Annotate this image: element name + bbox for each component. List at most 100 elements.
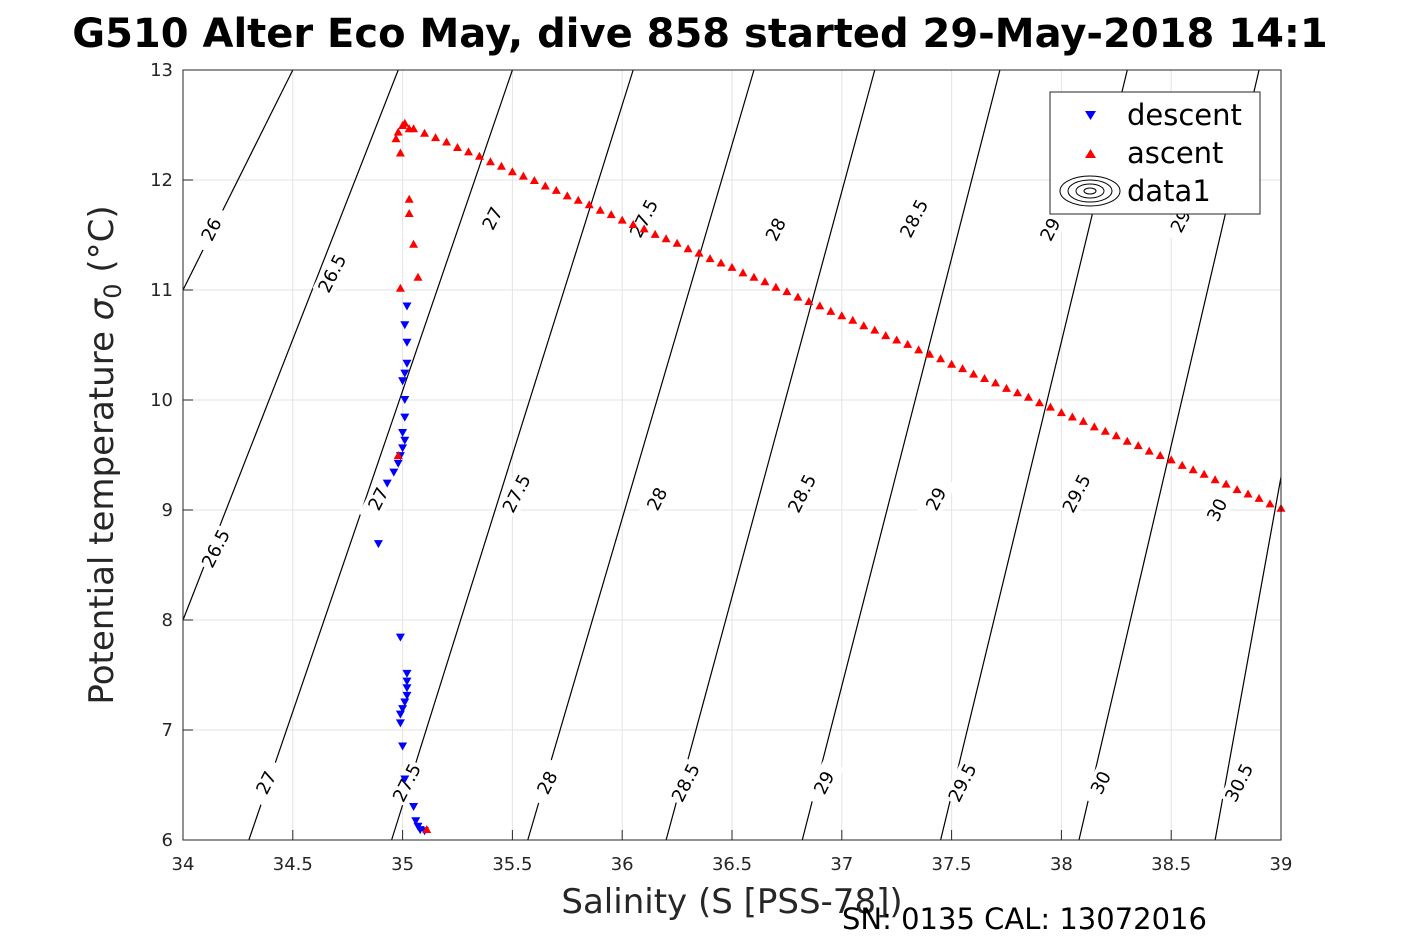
contour-label-bg [804,758,845,808]
ascent-point [683,244,693,253]
y-tick-label: 9 [162,500,173,521]
x-tick-label: 34.5 [273,854,313,875]
contour-label-bg [624,193,664,244]
y-tick-label: 12 [150,170,173,191]
ascent-point [1177,460,1187,469]
y-axis-label-sub: 0 [99,283,127,298]
contour-line-30.5 [1214,476,1282,841]
contour-label-bg [916,474,957,524]
ascent-point [705,254,715,263]
ascent-point [694,248,704,257]
contour-line-28.5 [665,69,876,841]
contour-label-bg [527,758,568,808]
x-tick-label: 35.5 [492,854,532,875]
ascent-point [716,258,726,267]
contour-line-28 [527,69,755,841]
x-tick-label: 37.5 [932,854,972,875]
contour-label-bg [1219,758,1260,808]
ascent-point [837,311,847,320]
descent-point [400,698,410,707]
x-tick-label: 38 [1050,854,1073,875]
ascent-point [474,151,484,160]
ascent-point [391,134,401,143]
descent-point [398,377,408,386]
contour-label-bg [358,474,399,524]
contour-label: 27 [472,193,513,244]
ascent-point [991,378,1001,387]
ascent-point [395,283,405,292]
contour-label-bg [196,523,236,574]
ascent-point [1144,446,1154,455]
x-tick-label: 34 [172,854,195,875]
descent-point [402,691,412,700]
x-tick-label: 38.5 [1151,854,1191,875]
y-tick-label: 6 [162,830,173,851]
ascent-point [395,148,405,157]
contour-label-bg [246,758,287,808]
contour-label-bg [387,758,427,808]
contour-line-27.5 [391,69,634,841]
ascent-point [947,359,957,368]
ascent-point [1188,465,1198,474]
ascent-point [422,825,432,833]
ascent-point [1100,426,1110,435]
ascent-point [1056,408,1066,417]
descent-point [400,413,410,422]
ascent-point [442,137,452,146]
y-axis-label: Potential temperature σ0 (°C) [82,205,127,704]
ascent-point [661,234,671,243]
ascent-point [507,167,517,176]
ascent-point [870,325,880,334]
descent-point [402,684,412,693]
ascent-point [409,124,419,133]
ascent-point [413,272,423,281]
descent-point [402,338,412,347]
contour-label-bg [497,468,537,519]
contour-label-bg [1081,758,1121,808]
ascent-series [391,118,1286,833]
descent-point [402,359,412,368]
legend-box [1049,91,1261,215]
x-tick-label: 39 [1270,854,1293,875]
ascent-point [749,272,759,281]
descent-point [382,479,392,488]
y-axis-ticks: 6 7 8 9 10 11 12 13 [150,60,193,851]
descent-point [402,677,412,686]
ascent-point [1067,412,1077,421]
ascent-point [595,205,605,214]
ascent-point [420,128,430,137]
legend-descent-marker [1085,111,1096,120]
ascent-point [639,224,649,233]
ascent-point [859,321,869,330]
ascent-point [617,215,627,224]
ascent-point [1045,402,1055,411]
ascent-point [404,194,414,203]
ascent-point [727,262,737,271]
ascent-point [969,369,979,378]
ascent-point [1012,388,1022,397]
contour-label-bg [1197,485,1238,535]
y-tick-label: 10 [150,390,173,411]
ascent-point [881,331,891,340]
ascent-point [1243,489,1253,498]
legend-ascent-label: ascent [1127,136,1223,170]
descent-point [398,705,408,714]
x-axis-label: Salinity (S [PSS-78]) [561,882,902,922]
ascent-point [738,268,748,277]
ascent-point [540,181,550,190]
ascent-point [400,118,410,127]
contour-label-bg [312,248,353,299]
ascent-point [404,209,414,217]
ascent-point [1199,469,1209,478]
ascent-point [1089,422,1099,431]
contour-label-bg [472,193,513,244]
descent-point [393,459,403,468]
ascent-point [892,335,902,344]
ascent-point [529,176,539,184]
contour-label-bg [1030,204,1071,255]
ascent-point [1078,416,1088,425]
legend-ascent-marker [1085,149,1096,158]
y-axis-label-sigma: σ [82,297,122,320]
x-tick-label: 35 [391,854,414,875]
